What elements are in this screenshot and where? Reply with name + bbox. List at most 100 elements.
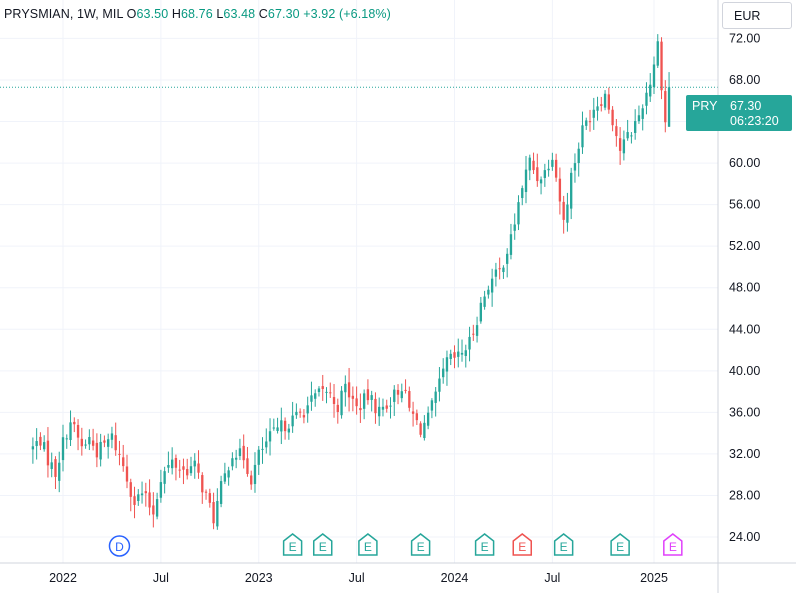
candle-body[interactable] [137,494,140,502]
candle-body[interactable] [381,406,385,410]
candle-body[interactable] [442,368,445,378]
candle-body[interactable] [182,466,185,470]
candle-body[interactable] [163,471,166,484]
candle-body[interactable] [276,427,279,431]
candle-body[interactable] [600,104,603,106]
candle-body[interactable] [88,437,91,445]
candle-body[interactable] [178,469,181,471]
candle-body[interactable] [359,407,362,411]
candle-body[interactable] [208,493,211,503]
candle-body[interactable] [265,441,268,448]
candle-body[interactable] [626,132,629,139]
candle-body[interactable] [517,202,520,225]
candle-body[interactable] [611,109,614,126]
candle-body[interactable] [234,457,238,460]
candle-body[interactable] [524,169,528,193]
candle-body[interactable] [170,459,174,469]
candle-body[interactable] [193,460,196,467]
candle-body[interactable] [351,395,355,399]
candle-body[interactable] [295,411,298,416]
candle-body[interactable] [656,41,659,66]
candle-body[interactable] [573,163,577,171]
candle-body[interactable] [652,64,656,88]
candle-body[interactable] [186,469,189,476]
candle-body[interactable] [528,157,531,171]
candle-body[interactable] [513,224,516,231]
candle-body[interactable] [385,405,388,409]
currency-button[interactable]: EUR [722,2,792,29]
candle-body[interactable] [197,463,200,473]
earnings-marker[interactable] [410,533,431,556]
earnings-marker[interactable] [282,533,303,556]
candle-body[interactable] [95,442,99,458]
candle-body[interactable] [487,289,490,295]
candle-body[interactable] [581,125,584,148]
candle-body[interactable] [159,482,163,498]
candle-body[interactable] [430,400,434,411]
candle-body[interactable] [140,493,144,496]
candle-body[interactable] [577,148,580,164]
candle-body[interactable] [426,412,430,426]
candle-body[interactable] [201,475,204,493]
earnings-marker[interactable] [663,533,683,556]
candle-body[interactable] [615,126,618,137]
candle-body[interactable] [607,94,610,110]
candle-body[interactable] [58,462,61,481]
candle-body[interactable] [133,496,136,505]
candle-body[interactable] [389,405,392,407]
candle-body[interactable] [118,453,121,455]
candle-body[interactable] [483,296,486,307]
candle-body[interactable] [667,87,671,127]
candle-body[interactable] [506,253,509,264]
candle-body[interactable] [84,444,87,446]
candle-body[interactable] [453,352,456,358]
candle-body[interactable] [415,413,419,421]
candle-body[interactable] [107,439,110,447]
candle-body[interactable] [336,404,339,412]
candle-body[interactable] [660,41,663,91]
candle-body[interactable] [73,421,76,425]
candle-body[interactable] [35,441,38,447]
candle-body[interactable] [148,492,151,508]
candle-body[interactable] [114,435,117,451]
candle-body[interactable] [393,389,396,402]
candle-body[interactable] [558,178,562,202]
candle-body[interactable] [250,475,253,485]
candle-body[interactable] [630,135,633,137]
candle-body[interactable] [468,336,471,350]
candle-body[interactable] [261,448,264,450]
candle-body[interactable] [475,325,479,336]
candle-body[interactable] [536,167,539,182]
candle-body[interactable] [347,382,351,398]
candle-body[interactable] [103,440,106,443]
candle-body[interactable] [366,389,370,401]
candle-body[interactable] [532,160,535,171]
candle-body[interactable] [302,415,306,418]
candle-body[interactable] [570,172,573,209]
candle-body[interactable] [257,449,260,465]
candle-body[interactable] [174,457,178,468]
candle-body[interactable] [268,431,272,442]
candle-body[interactable] [340,390,343,416]
candle-body[interactable] [400,391,403,399]
candle-body[interactable] [317,388,321,393]
candle-body[interactable] [238,448,242,457]
candle-body[interactable] [227,470,230,478]
candle-body[interactable] [479,302,483,322]
candle-body[interactable] [547,168,550,171]
earnings-marker[interactable] [610,533,630,556]
candle-body[interactable] [539,179,543,184]
candle-body[interactable] [321,386,324,389]
candle-body[interactable] [219,481,223,504]
candle-body[interactable] [43,442,46,450]
candle-body[interactable] [411,411,415,414]
candle-body[interactable] [39,436,42,446]
earnings-marker[interactable] [553,533,574,556]
candle-body[interactable] [423,422,426,439]
candle-body[interactable] [554,159,558,178]
candle-body[interactable] [344,383,347,393]
candle-body[interactable] [272,427,275,429]
candle-body[interactable] [592,109,595,118]
candle-body[interactable] [419,423,422,435]
earnings-marker[interactable] [474,533,495,556]
